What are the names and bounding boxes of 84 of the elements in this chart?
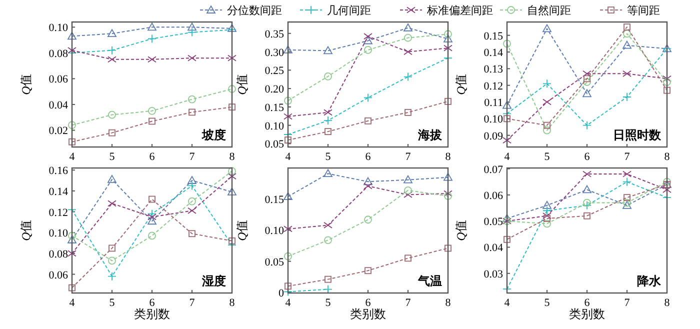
y-tick-label: 0.05 <box>264 256 284 268</box>
x-tick-label: 5 <box>109 151 116 163</box>
x-tick-label: 8 <box>445 297 452 309</box>
x-tick-label: 5 <box>544 297 550 309</box>
y-tick-label: 0.07 <box>484 164 504 176</box>
y-tick-label: 0.12 <box>484 80 503 92</box>
x-tick-label: 4 <box>69 151 76 163</box>
y-tick-label: 0.20 <box>264 84 284 96</box>
y-tick-label: 0 <box>278 287 284 300</box>
annotation: 日照时数 <box>613 128 662 142</box>
legend-label: 标准偏差间距 <box>426 4 493 17</box>
x-tick-label: 4 <box>285 151 292 163</box>
y-tick-label: 0.05 <box>484 216 504 228</box>
y-tick-label: 0.08 <box>48 48 68 60</box>
x-tick-label: 7 <box>189 151 196 163</box>
x-tick-label: 6 <box>365 297 372 309</box>
y-tick-label: 0.04 <box>484 242 504 254</box>
annotation: 海拔 <box>417 128 443 142</box>
x-tick-label: 6 <box>584 151 590 163</box>
x-tick-label: 4 <box>285 297 292 309</box>
y-axis-title: Q值 <box>235 74 249 95</box>
y-tick-label: 0.08 <box>48 248 68 260</box>
x-tick-label: 5 <box>544 151 550 163</box>
y-tick-label: 0.02 <box>48 125 68 138</box>
x-tick-label: 8 <box>229 151 236 163</box>
x-tick-label: 4 <box>69 297 76 309</box>
y-tick-label: 0.15 <box>484 30 504 42</box>
y-tick-label: 0.06 <box>484 190 504 202</box>
y-tick-label: 0.14 <box>484 47 504 59</box>
legend-label: 等间距 <box>627 5 660 17</box>
x-tick-label: 8 <box>445 151 452 163</box>
y-tick-label: 0.10 <box>484 114 504 126</box>
y-axis-title: Q值 <box>235 220 249 241</box>
legend-label: 几何间距 <box>327 5 371 17</box>
y-axis-title: Q值 <box>19 220 33 241</box>
x-tick-label: 7 <box>624 151 630 163</box>
x-tick-label: 5 <box>325 297 332 309</box>
x-tick-label: 8 <box>664 297 670 309</box>
y-axis-title: Q值 <box>19 74 33 95</box>
y-tick-label: 0.11 <box>484 97 503 109</box>
x-tick-label: 6 <box>584 297 590 309</box>
y-tick-label: 0.10 <box>48 22 68 34</box>
y-tick-label: 0.10 <box>48 228 68 240</box>
x-tick-label: 6 <box>149 151 156 163</box>
annotation: 坡度 <box>201 128 226 142</box>
y-tick-label: 0.15 <box>264 194 284 206</box>
y-tick-label: 0.06 <box>48 74 68 86</box>
y-axis-title: Q值 <box>454 220 468 241</box>
y-tick-label: 0.09 <box>484 130 504 142</box>
legend-label: 自然间距 <box>527 5 571 17</box>
x-axis-title: 类别数 <box>569 307 605 321</box>
x-tick-label: 7 <box>624 297 630 309</box>
y-tick-label: 0.12 <box>48 206 68 219</box>
annotation: 气温 <box>417 274 442 288</box>
y-tick-label: 0.15 <box>264 102 284 114</box>
y-tick-label: 0.25 <box>264 65 284 78</box>
annotation: 降水 <box>637 274 662 288</box>
annotation: 湿度 <box>201 274 226 288</box>
x-tick-label: 8 <box>229 297 236 309</box>
legend-label: 分位数间距 <box>227 5 282 17</box>
y-tick-label: 0.10 <box>264 225 284 238</box>
y-tick-label: 0.13 <box>484 64 504 76</box>
x-tick-label: 7 <box>405 151 412 163</box>
x-tick-label: 6 <box>365 151 372 163</box>
y-tick-label: 0.10 <box>264 120 284 132</box>
x-tick-label: 7 <box>189 297 196 309</box>
y-tick-label: 0.14 <box>48 186 68 198</box>
y-tick-label: 0.04 <box>48 99 68 112</box>
x-tick-label: 8 <box>664 151 670 163</box>
x-tick-label: 6 <box>149 297 156 309</box>
y-tick-label: 0.35 <box>264 28 284 40</box>
y-tick-label: 0.03 <box>484 268 504 280</box>
x-tick-label: 5 <box>325 151 332 163</box>
x-axis-title: 类别数 <box>350 307 386 321</box>
x-tick-label: 4 <box>504 151 510 163</box>
y-axis-title: Q值 <box>454 74 468 95</box>
y-tick-label: 0.16 <box>48 165 68 178</box>
x-tick-label: 4 <box>504 297 510 309</box>
y-tick-label: 0.06 <box>48 269 68 282</box>
x-tick-label: 5 <box>109 297 116 309</box>
x-tick-label: 7 <box>405 297 412 309</box>
y-tick-label: 0.05 <box>264 138 284 151</box>
x-axis-title: 类别数 <box>134 307 170 321</box>
y-tick-label: 0.30 <box>264 46 284 59</box>
